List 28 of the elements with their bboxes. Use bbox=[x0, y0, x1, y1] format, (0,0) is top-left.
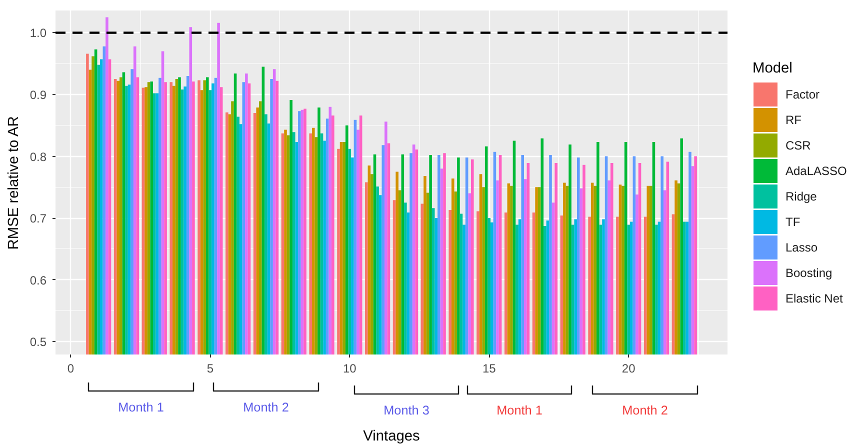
legend-label: CSR bbox=[786, 138, 812, 152]
y-tick-label: 0.8 bbox=[30, 150, 47, 164]
x-tick-label: 10 bbox=[342, 362, 357, 376]
text: Month 2 bbox=[622, 404, 668, 418]
legend-label: Ridge bbox=[786, 190, 818, 204]
legend-label: Elastic Net bbox=[786, 292, 844, 306]
x-tick-label: 15 bbox=[482, 362, 496, 376]
y-tick-label: 0.5 bbox=[30, 335, 47, 350]
text: Month 3 bbox=[384, 404, 430, 418]
legend-label: Factor bbox=[786, 88, 820, 102]
y-axis-title: RMSE relative to AR bbox=[6, 116, 22, 250]
text: Month 2 bbox=[243, 400, 289, 414]
legend-label: TF bbox=[786, 215, 800, 229]
legend-title: Model bbox=[752, 60, 792, 76]
x-tick-label: 5 bbox=[206, 362, 214, 376]
text: Month 1 bbox=[496, 404, 542, 418]
x-tick-label: 20 bbox=[622, 362, 636, 376]
y-tick-label: 0.7 bbox=[30, 212, 47, 226]
text: Month 1 bbox=[118, 400, 164, 414]
legend-label: Lasso bbox=[786, 240, 818, 254]
y-tick-label: 0.6 bbox=[30, 273, 47, 288]
legend-label: Boosting bbox=[786, 266, 832, 280]
legend-label: RF bbox=[786, 113, 802, 127]
x-tick-label: 0 bbox=[67, 362, 74, 376]
legend-label: AdaLASSO bbox=[786, 164, 847, 178]
y-tick-label: 0.9 bbox=[30, 88, 47, 102]
y-tick-label: 1.0 bbox=[30, 26, 47, 40]
x-axis-title: Vintages bbox=[363, 428, 420, 444]
